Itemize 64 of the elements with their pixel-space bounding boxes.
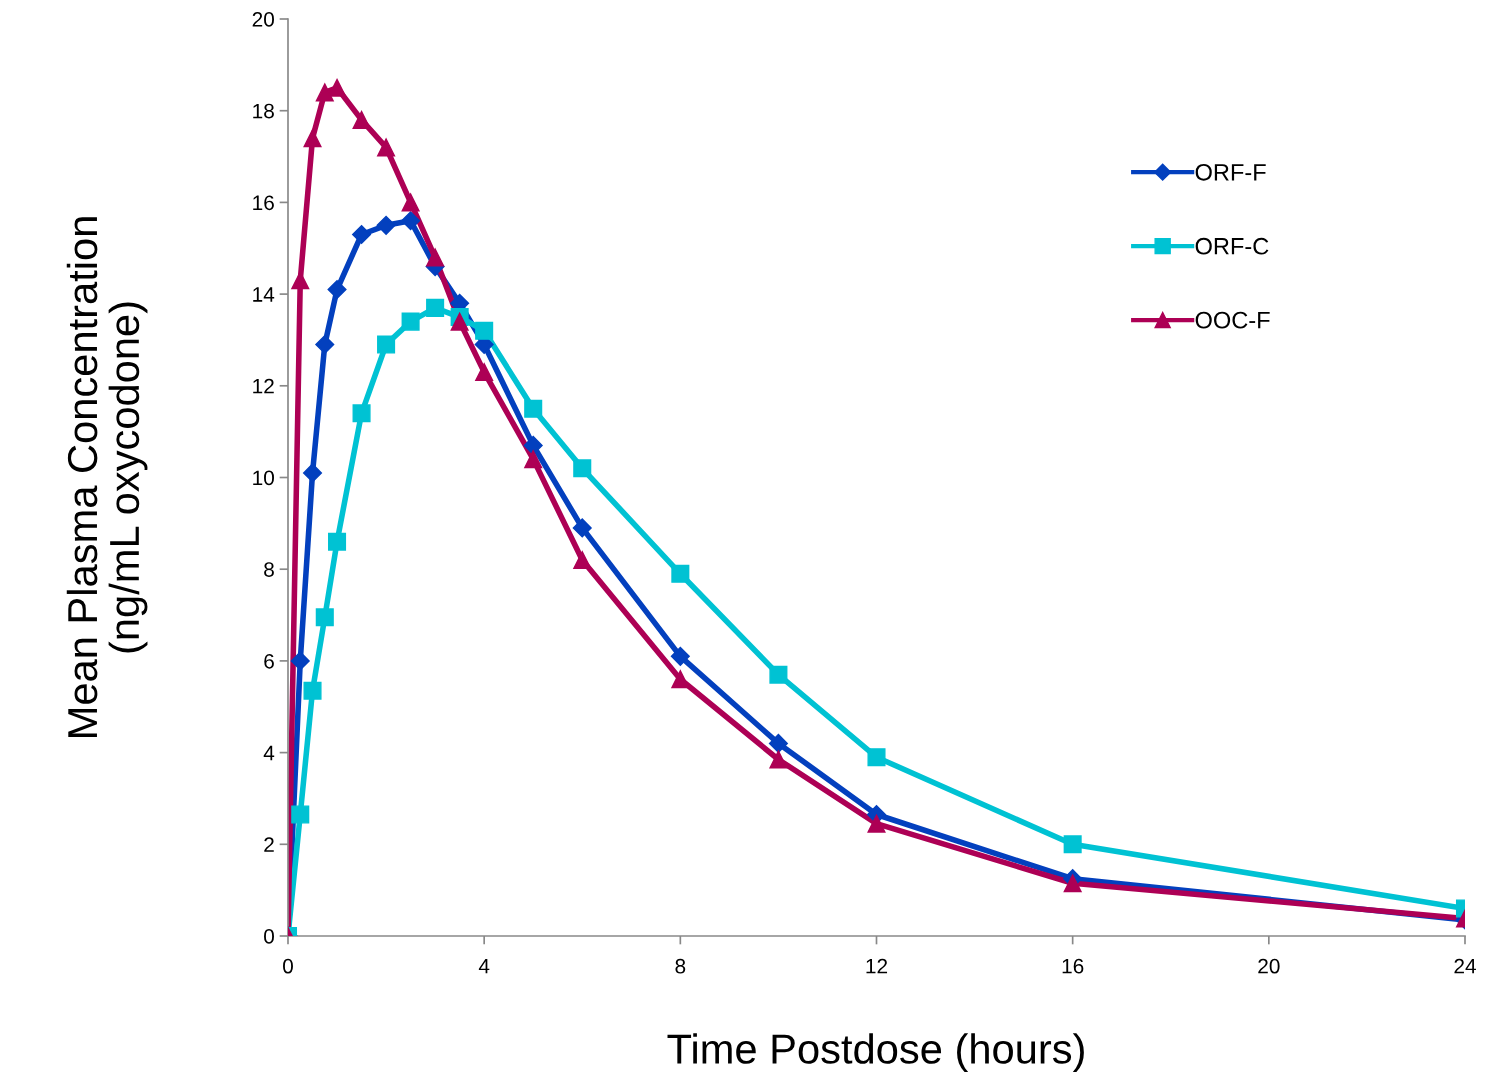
point — [426, 298, 445, 317]
point — [475, 363, 494, 382]
y-tick-label: 10 — [253, 470, 274, 486]
point — [315, 335, 335, 355]
point — [401, 193, 420, 212]
point — [573, 459, 592, 478]
point — [523, 435, 543, 455]
x-axis-title: Time Postdose (hours) — [667, 1033, 1084, 1073]
point — [290, 651, 310, 671]
legend-label: ORF-F — [1195, 163, 1266, 181]
point — [401, 312, 420, 331]
point — [352, 404, 371, 423]
x-tick-label: 0 — [283, 958, 293, 974]
x-tick-label: 8 — [675, 958, 686, 974]
point — [475, 321, 494, 340]
point — [1063, 835, 1082, 854]
x-tick-label: 24 — [1454, 958, 1476, 974]
point — [352, 224, 372, 245]
point — [328, 78, 347, 97]
y-tick-label: 18 — [253, 103, 274, 119]
point — [671, 670, 690, 689]
point — [328, 532, 347, 551]
y-tick-label: 16 — [253, 195, 274, 211]
point — [377, 138, 396, 157]
y-tick-label: 6 — [264, 653, 274, 669]
point — [327, 279, 347, 300]
point — [867, 814, 886, 833]
point — [291, 805, 310, 824]
point — [670, 646, 690, 666]
y-axis-title: Mean Plasma Concentration (ng/mL oxycodone) — [66, 217, 148, 737]
x-tick-label: 4 — [478, 958, 490, 974]
point — [303, 681, 322, 700]
point — [867, 748, 886, 767]
point — [450, 312, 469, 331]
point — [524, 450, 543, 469]
point — [352, 110, 371, 129]
x-tick-label: 12 — [866, 958, 888, 974]
point — [302, 463, 323, 483]
point — [671, 564, 690, 583]
point — [376, 215, 396, 235]
point — [769, 750, 788, 769]
y-tick-label: 0 — [264, 929, 274, 944]
point — [524, 399, 543, 418]
point — [315, 83, 334, 102]
point — [572, 518, 592, 538]
y-tick-label: 4 — [263, 745, 275, 761]
legend-label: OOC-F — [1195, 311, 1270, 329]
point — [1063, 874, 1082, 893]
y-tick-label: 2 — [264, 837, 274, 852]
legend-label: ORF-C — [1195, 237, 1269, 255]
y-tick-label: 8 — [264, 562, 274, 577]
point — [769, 665, 788, 684]
y-tick-label: 14 — [253, 287, 275, 302]
y-tick-label: 12 — [253, 378, 274, 394]
x-tick-label: 20 — [1258, 958, 1280, 974]
point — [768, 733, 788, 753]
point — [426, 248, 445, 267]
y-tick-label: 20 — [252, 12, 274, 27]
point — [303, 129, 322, 148]
point — [401, 211, 421, 231]
point — [315, 608, 334, 627]
point — [377, 335, 396, 354]
x-tick-label: 16 — [1062, 958, 1084, 974]
point — [573, 551, 592, 570]
